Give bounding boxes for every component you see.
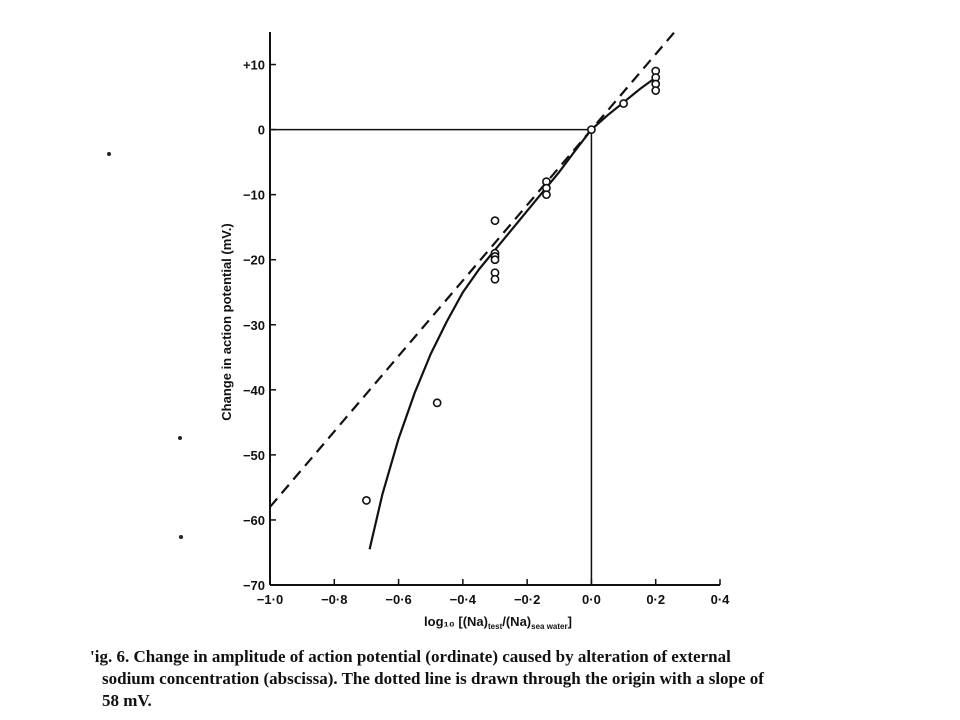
scan-speck <box>178 436 182 440</box>
y-tick-label: −20 <box>243 253 265 268</box>
y-tick-label: −50 <box>243 448 265 463</box>
x-axis-label-sub2: sea water <box>531 622 567 631</box>
x-axis-label-end: ] <box>568 614 572 629</box>
y-tick-label: +10 <box>243 58 265 73</box>
data-point <box>651 86 661 95</box>
caption-line-2: sodium concentration (abscissa). The dot… <box>102 669 764 688</box>
x-axis-ticks: −1·0 −0·8 −0·6 −0·4 −0·2 0·0 0·2 0·4 <box>257 579 730 607</box>
x-tick-label: 0·4 <box>711 592 731 607</box>
data-point <box>542 190 551 200</box>
x-tick-label: 0·2 <box>646 592 665 607</box>
caption-line-1: 'ig. 6. Change in amplitude of action po… <box>90 646 882 668</box>
x-axis-label-sub1: test <box>488 622 503 631</box>
caption-line-3: 58 mV. <box>102 691 152 710</box>
data-point <box>490 274 500 284</box>
plot-lines <box>269 30 676 585</box>
x-tick-label: −0·2 <box>514 592 540 607</box>
caption-line-1-text: Change in amplitude of action potential … <box>129 647 731 666</box>
x-tick-label: 0·0 <box>582 592 601 607</box>
figure-caption: 'ig. 6. Change in amplitude of action po… <box>90 646 882 712</box>
x-axis-label-mid: /(Na) <box>502 614 531 629</box>
scan-speck <box>107 152 111 156</box>
y-tick-label: −40 <box>243 383 265 398</box>
axes <box>269 32 720 586</box>
scan-speck <box>179 535 183 539</box>
y-tick-label: −70 <box>243 578 265 593</box>
data-point <box>490 216 500 226</box>
data-point <box>619 99 628 108</box>
y-tick-label: −60 <box>243 513 265 528</box>
x-tick-label: −0·4 <box>450 592 477 607</box>
data-point <box>587 125 596 134</box>
y-tick-label: 0 <box>258 123 265 138</box>
dashed-slope-line <box>269 30 676 508</box>
data-point <box>362 496 371 505</box>
x-axis-label: log₁₀ [(Na)test/(Na)sea water] <box>424 614 572 631</box>
y-axis-label: Change in action potential (mV.) <box>219 223 234 420</box>
data-point <box>432 398 442 408</box>
x-tick-label: −0·8 <box>321 592 347 607</box>
y-tick-label: −30 <box>243 318 265 333</box>
x-axis-label-main: log₁₀ [(Na) <box>424 614 488 629</box>
x-tick-label: −1·0 <box>257 592 283 607</box>
data-point <box>490 255 500 265</box>
y-axis-ticks: +10 0 −10 −20 −30 −40 −50 −60 −70 <box>243 58 276 593</box>
y-tick-label: −10 <box>243 188 265 203</box>
fitted-curve <box>368 76 657 550</box>
caption-fig-number: 'ig. 6. <box>90 647 130 666</box>
data-points <box>362 66 661 505</box>
x-tick-label: −0·6 <box>385 592 411 607</box>
